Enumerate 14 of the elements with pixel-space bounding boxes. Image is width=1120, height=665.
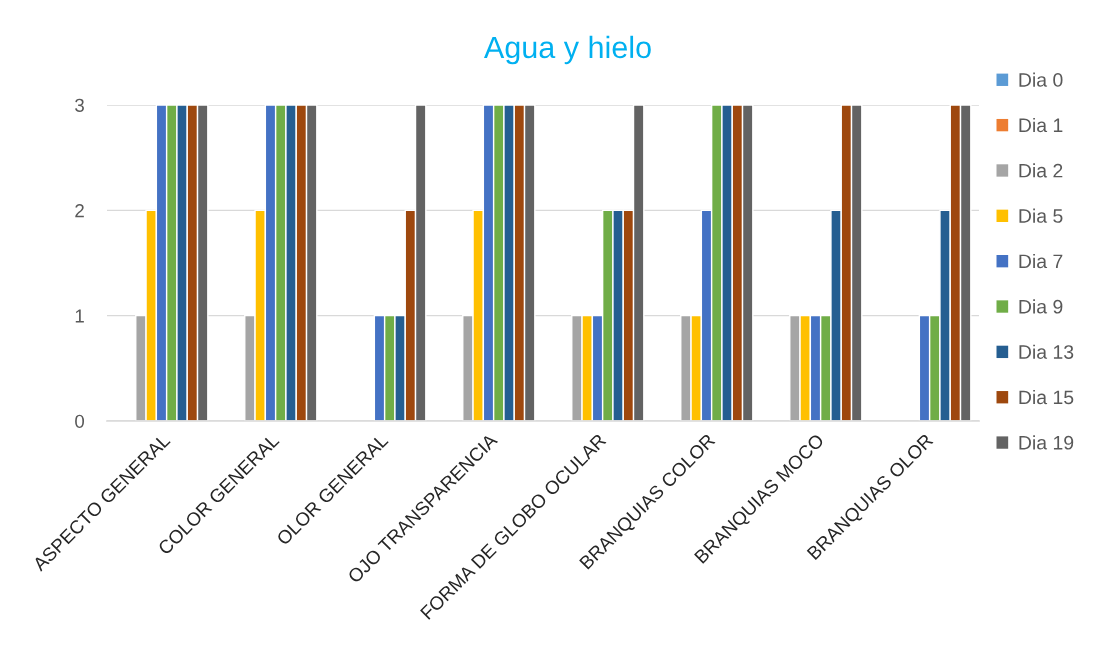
legend-label: Dia 0 (1019, 72, 1063, 87)
legend-label: Dia 5 (1019, 208, 1063, 223)
legend-label: Dia 1 (1019, 117, 1063, 133)
legend-label: Dia 15 (1019, 389, 1074, 405)
legend-label: Dia 13 (1019, 344, 1074, 359)
y-tick-label: 3 (75, 98, 84, 112)
legend-label: Dia 7 (1019, 253, 1063, 269)
y-tick-label: 1 (75, 309, 84, 323)
legend-label: Dia 9 (1019, 299, 1063, 314)
y-tick-label: 2 (75, 204, 84, 218)
legend-label: Dia 19 (1019, 435, 1074, 450)
legend-label: Dia 2 (1019, 163, 1063, 178)
y-tick-label: 0 (75, 414, 85, 428)
chart-title: Agua y hielo (483, 35, 651, 65)
